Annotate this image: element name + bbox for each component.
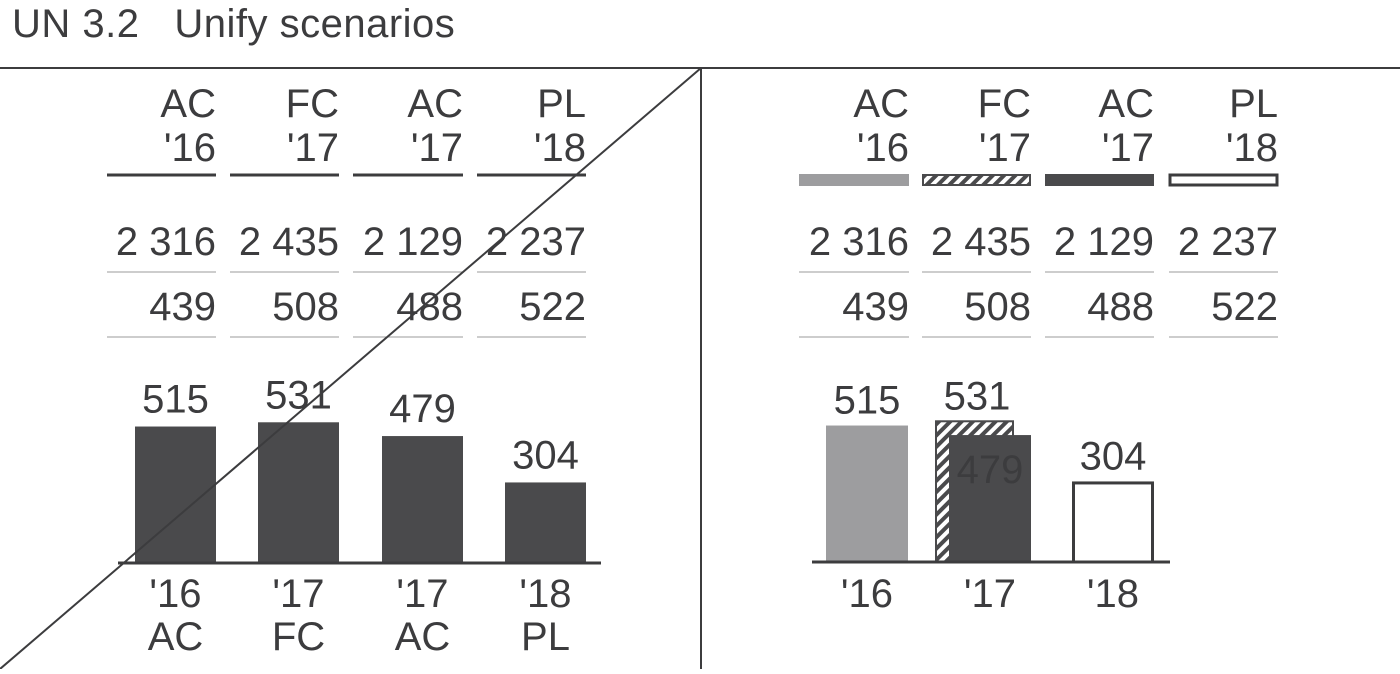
legend-actual [1045,174,1154,186]
cross-out-diagonal [0,67,702,670]
left-table-cell: 2 129 [363,220,463,264]
left-header-year: '17 [287,126,339,170]
left-table-cell: 2 237 [486,220,586,264]
right-bar-plan [1072,481,1154,564]
left-table-cell: 439 [149,285,216,329]
left-bar-label: 531 [265,373,332,417]
legend-forecast [922,174,1031,186]
left-header-year: '17 [411,126,463,170]
right-axis-year: '16 [841,572,893,616]
right-bar-label-plan: 304 [1080,434,1147,478]
left-axis-year: '17 [272,572,324,616]
right-bar-label-actual: 479 [957,448,1024,492]
left-axis-scenario: AC [395,615,451,659]
left-table-cell: 522 [519,285,586,329]
right-table-cell: 439 [842,285,909,329]
left-header-year: '16 [164,126,216,170]
left-axis-scenario: PL [521,615,570,659]
left-header-scenario: AC [407,82,463,126]
left-header-scenario: AC [160,82,216,126]
chart-title: UN 3.2 Unify scenarios [12,2,456,46]
right-bar-label-previous-year: 515 [834,379,901,423]
right-header-scenario: FC [978,82,1031,126]
left-axis-scenario: FC [272,615,325,659]
right-bar-previous-year [826,425,908,562]
right-table-cell: 488 [1087,285,1154,329]
right-table-cell: 2 435 [931,220,1031,264]
legend-previous-year [799,174,909,186]
right-bar-label-forecast: 531 [944,374,1011,418]
left-bar [382,436,463,563]
right-header-scenario: AC [853,82,909,126]
right-axis-year: '17 [964,572,1016,616]
left-bar-label: 304 [512,433,579,477]
right-table-cell: 508 [964,285,1031,329]
legend-plan [1168,173,1279,187]
left-table-cell: 2 316 [116,220,216,264]
left-bar-label: 515 [142,378,209,422]
left-axis-year: '16 [149,572,201,616]
right-table-cell: 2 129 [1054,220,1154,264]
left-bar [505,482,586,563]
left-table-cell: 2 435 [239,220,339,264]
right-header-scenario: PL [1229,82,1278,126]
right-axis-year: '18 [1087,572,1139,616]
right-header-year: '18 [1226,126,1278,170]
right-header-year: '17 [1102,126,1154,170]
right-bar-actual [949,435,1031,562]
right-table-cell: 522 [1211,285,1278,329]
left-table-cell: 508 [272,285,339,329]
right-table-cell: 2 237 [1178,220,1278,264]
left-axis-year: '18 [519,572,571,616]
left-bar [258,422,339,563]
left-bar-label: 479 [389,387,456,431]
left-header-scenario: PL [537,82,586,126]
left-header-scenario: FC [286,82,339,126]
left-header-year: '18 [534,126,586,170]
left-axis-year: '17 [396,572,448,616]
right-table-cell: 2 316 [809,220,909,264]
right-header-year: '17 [979,126,1031,170]
right-header-year: '16 [857,126,909,170]
right-header-scenario: AC [1098,82,1154,126]
left-axis-scenario: AC [148,615,204,659]
left-table-cell: 488 [396,285,463,329]
